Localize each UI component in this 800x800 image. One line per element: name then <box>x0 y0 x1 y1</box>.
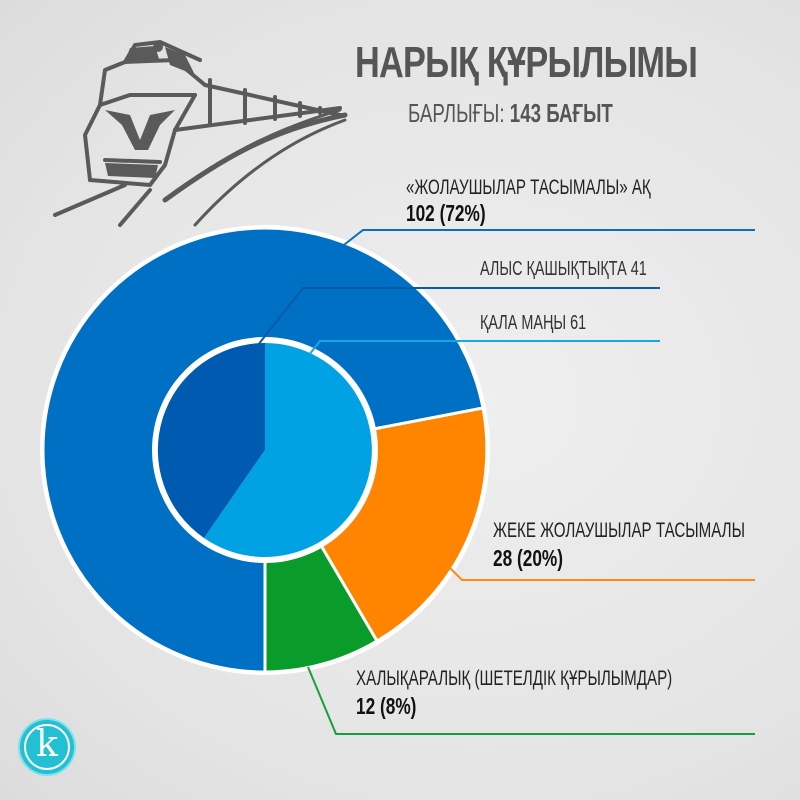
brand-logo: k <box>20 720 74 774</box>
label-jsc-name: «ЖОЛАУШЫЛАР ТАСЫМАЛЫ» АҚ <box>406 176 651 199</box>
total-label: БАРЛЫҒЫ: <box>408 98 505 128</box>
logo-ring <box>24 724 70 770</box>
total-value: 143 БАҒЫТ <box>509 98 613 128</box>
label-private-name: ЖЕКЕ ЖОЛАУШЫЛАР ТАСЫМАЛЫ <box>493 519 745 542</box>
total-summary: БАРЛЫҒЫ: 143 БАҒЫТ <box>408 98 613 129</box>
page-title: НАРЫҚ ҚҰРЫЛЫМЫ <box>355 38 698 87</box>
label-private-value: 28 (20%) <box>493 545 563 571</box>
label-international-name: ХАЛЫҚАРАЛЫҚ (ШЕТЕЛДІК ҚҰРЫЛЫМДАР) <box>356 667 673 690</box>
label-international-value: 12 (8%) <box>356 693 417 719</box>
segment-long-distance <box>157 342 265 538</box>
label-long-distance: АЛЫС ҚАШЫҚТЫҚТА 41 <box>480 258 647 280</box>
segment-suburban <box>204 343 372 557</box>
label-suburban: ҚАЛА МАҢЫ 61 <box>480 312 587 334</box>
label-jsc-value: 102 (72%) <box>406 200 486 226</box>
